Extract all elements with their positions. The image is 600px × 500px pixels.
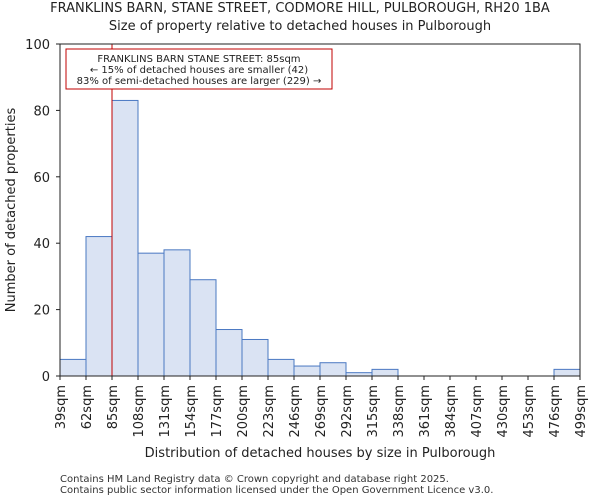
annotation-box: FRANKLINS BARN STANE STREET: 85sqm ← 15%… <box>65 48 333 90</box>
y-tick-label: 80 <box>33 104 50 119</box>
footer-line-1: Contains HM Land Registry data © Crown c… <box>60 474 449 485</box>
x-tick-label: 338sqm <box>392 385 407 438</box>
bar-315sqm <box>371 368 399 377</box>
x-tick-label: 108sqm <box>132 385 147 438</box>
bar-108sqm <box>137 252 165 377</box>
x-tick-label: 39sqm <box>54 385 69 429</box>
x-tick-label: 223sqm <box>262 385 277 438</box>
footer-line-2: Contains public sector information licen… <box>60 485 494 496</box>
bar-154sqm <box>189 279 217 377</box>
bar-476sqm <box>553 368 581 377</box>
annotation-line-3: 83% of semi-detached houses are larger (… <box>77 76 322 87</box>
x-tick-label: 361sqm <box>418 385 433 438</box>
x-tick-label: 269sqm <box>314 385 329 438</box>
y-axis-label: Number of detached properties <box>4 108 19 313</box>
y-tick-label: 40 <box>33 237 50 252</box>
bar-39sqm <box>59 358 87 377</box>
bar-246sqm <box>293 365 321 377</box>
x-tick-label: 292sqm <box>340 385 355 438</box>
x-axis-label: Distribution of detached houses by size … <box>145 446 496 461</box>
y-tick-label: 100 <box>25 38 50 53</box>
x-tick-label: 246sqm <box>288 385 303 438</box>
chart-title: FRANKLINS BARN, STANE STREET, CODMORE HI… <box>50 1 550 16</box>
x-tick-label: 499sqm <box>574 385 589 438</box>
x-tick-label: 62sqm <box>80 385 95 429</box>
bar-85sqm <box>111 99 139 377</box>
annotation-line-2: ← 15% of detached houses are smaller (42… <box>90 65 308 76</box>
x-tick-label: 177sqm <box>210 385 225 438</box>
x-tick-label: 85sqm <box>106 385 121 429</box>
bar-269sqm <box>319 362 347 377</box>
x-tick-label: 131sqm <box>158 385 173 438</box>
bar-200sqm <box>241 338 269 377</box>
x-tick-label: 476sqm <box>548 385 563 438</box>
bar-223sqm <box>267 358 295 377</box>
x-tick-label: 200sqm <box>236 385 251 438</box>
y-tick-label: 20 <box>33 304 50 319</box>
x-tick-label: 407sqm <box>470 385 485 438</box>
y-tick-label: 60 <box>33 171 50 186</box>
x-tick-label: 430sqm <box>496 385 511 438</box>
bar-177sqm <box>215 329 243 377</box>
bar-62sqm <box>85 236 113 377</box>
chart-subtitle: Size of property relative to detached ho… <box>108 19 492 34</box>
x-tick-label: 453sqm <box>522 385 537 438</box>
y-tick-label: 0 <box>42 370 50 385</box>
bar-131sqm <box>163 249 191 377</box>
x-tick-label: 384sqm <box>444 385 459 438</box>
x-tick-label: 315sqm <box>366 385 381 438</box>
annotation-line-1: FRANKLINS BARN STANE STREET: 85sqm <box>97 54 300 65</box>
x-tick-label: 154sqm <box>184 385 199 438</box>
